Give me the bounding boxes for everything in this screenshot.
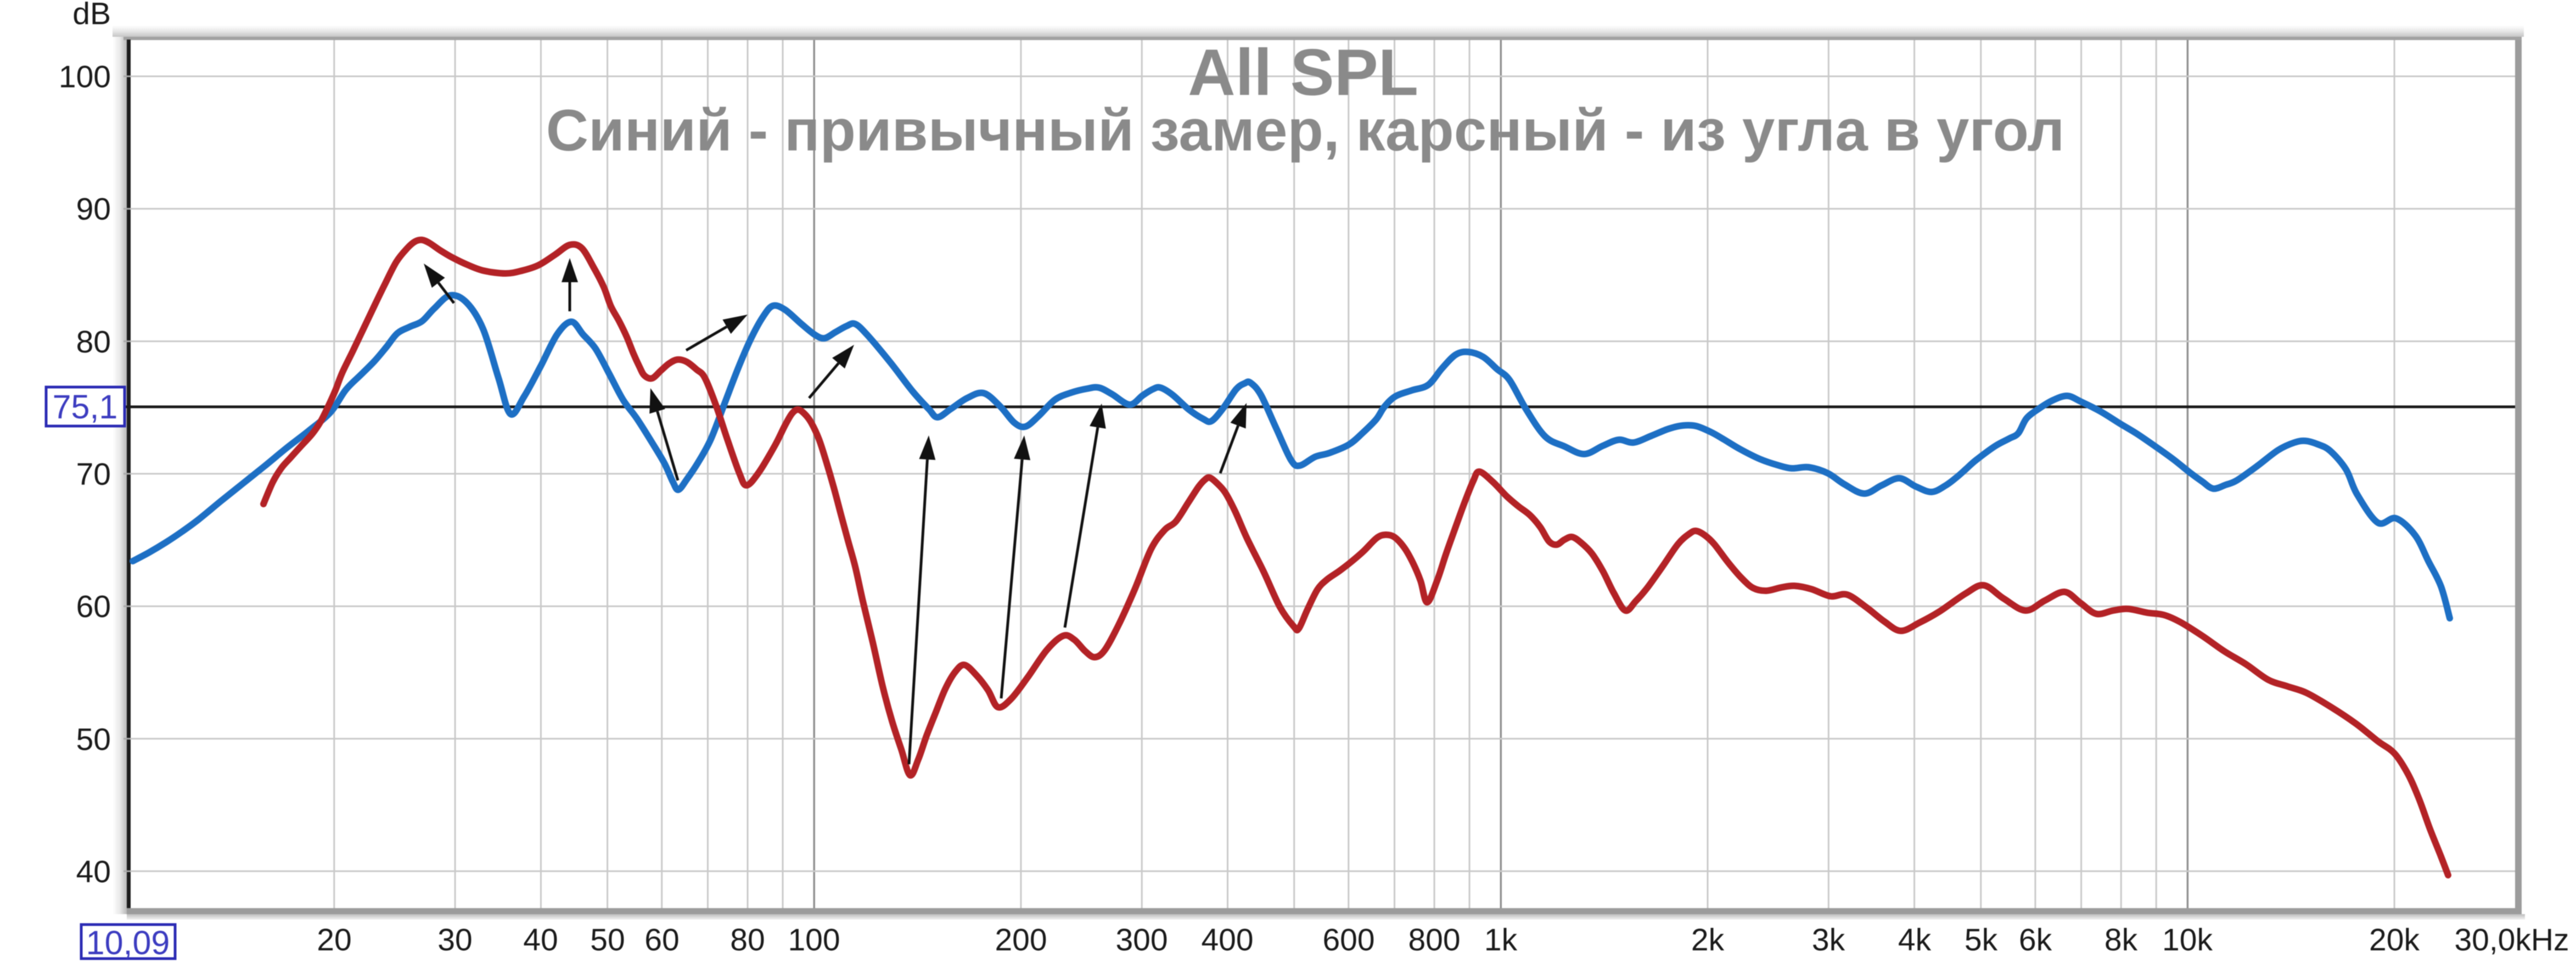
svg-text:20k: 20k xyxy=(2369,922,2420,958)
svg-text:20: 20 xyxy=(317,922,351,958)
svg-text:8k: 8k xyxy=(2104,922,2138,958)
svg-text:90: 90 xyxy=(76,192,111,227)
svg-text:60: 60 xyxy=(644,922,679,958)
svg-text:All SPL: All SPL xyxy=(1188,36,1418,109)
svg-text:80: 80 xyxy=(76,324,111,360)
svg-text:40: 40 xyxy=(523,922,558,958)
svg-text:5k: 5k xyxy=(1965,922,1998,958)
svg-text:3k: 3k xyxy=(1812,922,1845,958)
svg-text:80: 80 xyxy=(730,922,765,958)
svg-text:10,09: 10,09 xyxy=(86,924,170,961)
svg-text:400: 400 xyxy=(1201,922,1253,958)
svg-text:600: 600 xyxy=(1322,922,1374,958)
svg-text:4k: 4k xyxy=(1898,922,1932,958)
svg-text:Синий - привычный замер, карсн: Синий - привычный замер, карсный - из уг… xyxy=(546,97,2065,163)
svg-text:100: 100 xyxy=(788,922,840,958)
svg-text:50: 50 xyxy=(590,922,625,958)
svg-text:60: 60 xyxy=(76,589,111,624)
svg-text:1k: 1k xyxy=(1484,922,1518,958)
svg-text:50: 50 xyxy=(76,722,111,757)
svg-text:40: 40 xyxy=(76,854,111,889)
svg-text:6k: 6k xyxy=(2019,922,2052,958)
svg-text:30,0kHz: 30,0kHz xyxy=(2454,922,2569,958)
svg-text:dB: dB xyxy=(72,0,111,31)
svg-text:10k: 10k xyxy=(2162,922,2213,958)
svg-text:100: 100 xyxy=(59,59,111,94)
svg-text:75,1: 75,1 xyxy=(53,388,118,425)
svg-text:200: 200 xyxy=(995,922,1047,958)
svg-text:70: 70 xyxy=(76,457,111,492)
svg-text:300: 300 xyxy=(1115,922,1168,958)
svg-text:2k: 2k xyxy=(1691,922,1725,958)
svg-text:800: 800 xyxy=(1408,922,1460,958)
svg-text:30: 30 xyxy=(437,922,472,958)
